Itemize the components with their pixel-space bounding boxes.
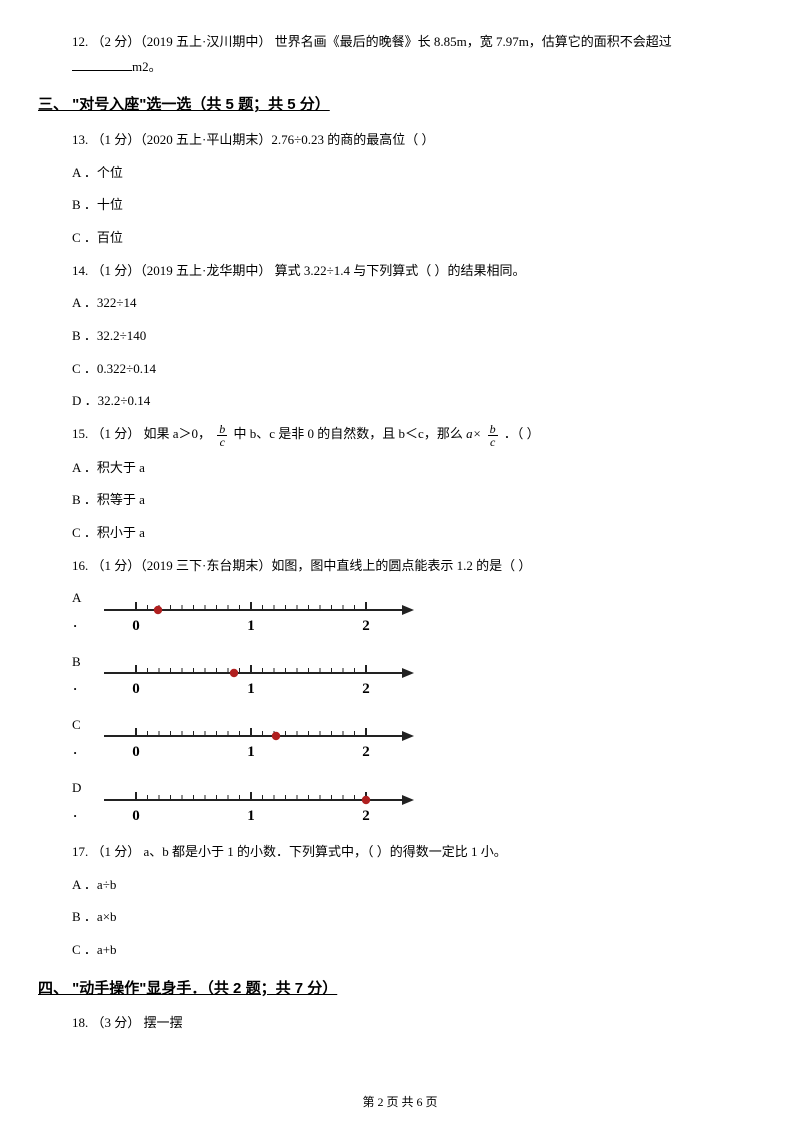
svg-text:2: 2: [362, 681, 370, 697]
svg-text:1: 1: [247, 744, 255, 760]
q17-option-c[interactable]: C ．a+b: [72, 938, 762, 963]
question-17-stem: 17. （1 分） a、b 都是小于 1 的小数．下列算式中，（ ）的得数一定比…: [72, 840, 762, 865]
q12-text-a: 12. （2 分）（2019 五上·汉川期中） 世界名画《最后的晚餐》长 8.8…: [72, 34, 672, 49]
q15-part2: 中 b、c 是非 0 的自然数，且 b＜c，那么: [234, 426, 467, 441]
q16-option-b-label: B ．: [72, 650, 96, 701]
q15-option-a[interactable]: A ．积大于 a: [72, 456, 762, 481]
question-18-stem: 18. （3 分） 摆一摆: [72, 1011, 762, 1036]
fraction-b-over-c: b c: [217, 423, 227, 448]
q16-option-c-row[interactable]: C ． 0 1 2: [72, 713, 762, 764]
svg-text:1: 1: [247, 681, 255, 697]
svg-text:0: 0: [132, 808, 140, 824]
q16-option-b-row[interactable]: B ． 0 1 2: [72, 650, 762, 701]
q15-a-times: a×: [466, 426, 481, 441]
q14-option-c[interactable]: C ．0.322÷0.14: [72, 357, 762, 382]
q16-option-d-label: D ．: [72, 776, 96, 827]
q13-option-c[interactable]: C ．百位: [72, 226, 762, 251]
q14-option-b[interactable]: B ．32.2÷140: [72, 324, 762, 349]
q16-option-a-label: A ．: [72, 586, 96, 637]
q15-option-b[interactable]: B ．积等于 a: [72, 488, 762, 513]
q16-option-a-row[interactable]: A ． 0 1 2: [72, 586, 762, 637]
question-15-stem: 15. （1 分） 如果 a＞0， b c 中 b、c 是非 0 的自然数，且 …: [72, 422, 762, 448]
svg-text:1: 1: [247, 808, 255, 824]
q13-option-b[interactable]: B ．十位: [72, 193, 762, 218]
q16-option-c-label: C ．: [72, 713, 96, 764]
q17-option-b[interactable]: B ．a×b: [72, 905, 762, 930]
number-line-d: 0 1 2: [96, 782, 416, 828]
svg-text:2: 2: [362, 618, 370, 634]
q14-option-a[interactable]: A ．322÷14: [72, 291, 762, 316]
svg-text:2: 2: [362, 808, 370, 824]
q12-blank[interactable]: [72, 57, 132, 71]
q13-option-a[interactable]: A ．个位: [72, 161, 762, 186]
number-line-c: 0 1 2: [96, 718, 416, 764]
question-12: 12. （2 分）（2019 五上·汉川期中） 世界名画《最后的晚餐》长 8.8…: [72, 30, 762, 79]
question-14-stem: 14. （1 分）（2019 五上·龙华期中） 算式 3.22÷1.4 与下列算…: [72, 259, 762, 284]
svg-text:1: 1: [247, 618, 255, 634]
q12-text-b: m2。: [132, 59, 162, 74]
q14-option-d[interactable]: D ．32.2÷0.14: [72, 389, 762, 414]
section-4-title: 四、 "动手操作"显身手．（共 2 题；共 7 分）: [38, 975, 762, 1004]
svg-text:2: 2: [362, 744, 370, 760]
number-line-a: 0 1 2: [96, 592, 416, 638]
q17-option-a[interactable]: A ．a÷b: [72, 873, 762, 898]
page-footer: 第 2 页 共 6 页: [0, 1091, 800, 1114]
q15-part1: 15. （1 分） 如果 a＞0，: [72, 426, 214, 441]
svg-text:0: 0: [132, 618, 140, 634]
number-line-b: 0 1 2: [96, 655, 416, 701]
q15-part3: ．（ ）: [504, 426, 540, 441]
question-13-stem: 13. （1 分）（2020 五上·平山期末）2.76÷0.23 的商的最高位（…: [72, 128, 762, 153]
fraction-b-over-c-2: b c: [488, 423, 498, 448]
section-3-title: 三、 "对号入座"选一选（共 5 题；共 5 分）: [38, 91, 762, 120]
svg-text:0: 0: [132, 681, 140, 697]
q15-option-c[interactable]: C ．积小于 a: [72, 521, 762, 546]
q16-option-d-row[interactable]: D ． 0 1 2: [72, 776, 762, 827]
svg-text:0: 0: [132, 744, 140, 760]
question-16-stem: 16. （1 分）（2019 三下·东台期末）如图，图中直线上的圆点能表示 1.…: [72, 554, 762, 579]
